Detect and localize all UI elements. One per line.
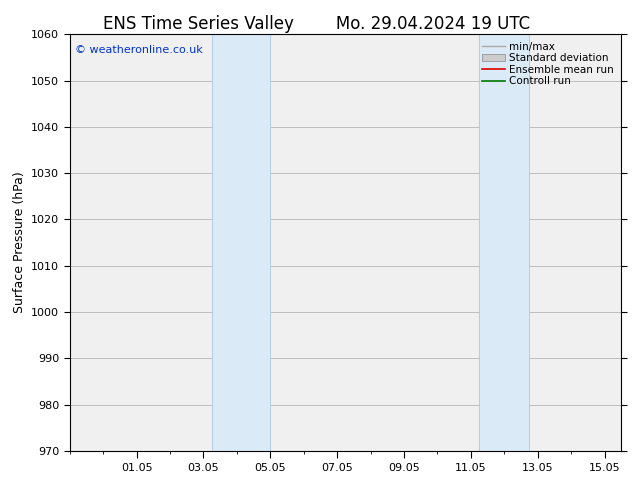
Bar (479, 34, 529, 451)
Y-axis label: Surface Pressure (hPa): Surface Pressure (hPa) (13, 172, 25, 314)
Text: ENS Time Series Valley        Mo. 29.04.2024 19 UTC: ENS Time Series Valley Mo. 29.04.2024 19… (103, 15, 531, 33)
Text: © weatheronline.co.uk: © weatheronline.co.uk (75, 45, 203, 55)
Legend: min/max, Standard deviation, Ensemble mean run, Controll run: min/max, Standard deviation, Ensemble me… (480, 40, 616, 88)
Bar (212, 34, 270, 451)
